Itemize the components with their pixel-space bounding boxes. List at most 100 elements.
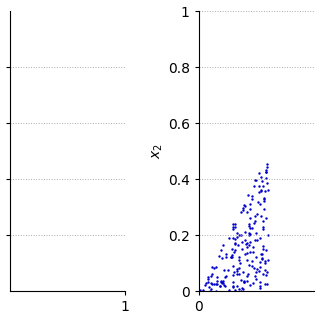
Point bbox=[237, 260, 242, 266]
Point bbox=[247, 224, 252, 229]
Point bbox=[245, 245, 250, 250]
Point bbox=[232, 221, 237, 226]
Point bbox=[241, 202, 246, 207]
Point bbox=[234, 230, 239, 236]
Point bbox=[253, 177, 258, 182]
Point bbox=[227, 288, 232, 293]
Point bbox=[253, 178, 258, 183]
Point bbox=[229, 253, 234, 258]
Point bbox=[257, 279, 262, 284]
Point bbox=[246, 232, 252, 237]
Point bbox=[242, 237, 247, 242]
Point bbox=[244, 257, 250, 262]
Point bbox=[242, 278, 247, 283]
Point bbox=[259, 252, 264, 257]
Point bbox=[222, 284, 227, 289]
Point bbox=[257, 260, 262, 265]
Point bbox=[248, 239, 253, 244]
Point bbox=[240, 239, 245, 244]
Point bbox=[258, 174, 263, 180]
Point bbox=[213, 289, 218, 294]
Point bbox=[220, 280, 225, 285]
Point bbox=[220, 243, 225, 248]
Point bbox=[236, 257, 241, 262]
Point bbox=[262, 267, 267, 272]
Point bbox=[244, 274, 250, 279]
Point bbox=[230, 284, 235, 290]
Point bbox=[229, 254, 234, 260]
Point bbox=[259, 256, 264, 261]
Point bbox=[231, 221, 236, 227]
Point bbox=[260, 184, 266, 189]
Point bbox=[258, 264, 263, 269]
Point bbox=[258, 235, 263, 240]
Point bbox=[222, 275, 228, 280]
Point bbox=[225, 268, 230, 273]
Point bbox=[231, 273, 236, 278]
Point bbox=[265, 187, 270, 192]
Point bbox=[241, 280, 246, 285]
Point bbox=[264, 273, 269, 278]
Point bbox=[261, 243, 266, 248]
Point bbox=[224, 254, 229, 260]
Point bbox=[250, 263, 255, 268]
Point bbox=[250, 258, 255, 263]
Point bbox=[239, 233, 244, 238]
Point bbox=[231, 249, 236, 254]
Point bbox=[244, 241, 249, 246]
Point bbox=[251, 184, 256, 189]
Point bbox=[240, 270, 245, 275]
Point bbox=[232, 240, 237, 245]
Point bbox=[234, 267, 239, 272]
Point bbox=[243, 204, 248, 209]
Point bbox=[212, 266, 217, 271]
Point bbox=[257, 183, 262, 188]
Point bbox=[238, 210, 243, 215]
Point bbox=[219, 255, 224, 260]
Point bbox=[254, 276, 259, 281]
Point bbox=[214, 281, 219, 286]
Point bbox=[233, 224, 238, 229]
Point bbox=[214, 281, 219, 286]
Point bbox=[248, 207, 253, 212]
Point bbox=[235, 268, 240, 274]
Point bbox=[248, 215, 253, 220]
Point bbox=[212, 281, 217, 286]
Point bbox=[263, 170, 268, 175]
Point bbox=[252, 266, 257, 271]
Point bbox=[232, 242, 237, 247]
Point bbox=[244, 240, 249, 245]
Point bbox=[197, 288, 203, 293]
Point bbox=[245, 193, 250, 198]
Point bbox=[252, 220, 257, 225]
Point bbox=[214, 275, 220, 280]
Point bbox=[236, 232, 241, 237]
Point bbox=[247, 222, 252, 227]
Point bbox=[229, 254, 234, 260]
Point bbox=[261, 207, 266, 212]
Point bbox=[239, 247, 244, 252]
Point bbox=[263, 215, 268, 220]
Point bbox=[255, 200, 260, 205]
Point bbox=[253, 218, 258, 223]
Point bbox=[263, 259, 268, 264]
Point bbox=[226, 236, 231, 241]
Point bbox=[251, 280, 256, 285]
Point bbox=[254, 212, 260, 217]
Point bbox=[224, 273, 229, 278]
Point bbox=[230, 247, 235, 252]
Point bbox=[245, 272, 251, 277]
Point bbox=[237, 265, 242, 270]
Point bbox=[241, 279, 246, 284]
Point bbox=[259, 188, 264, 193]
Point bbox=[208, 281, 213, 286]
Point bbox=[208, 286, 213, 291]
Point bbox=[238, 277, 244, 283]
Point bbox=[248, 282, 253, 287]
Point bbox=[231, 279, 236, 284]
Point bbox=[231, 235, 236, 240]
Point bbox=[263, 169, 268, 174]
Point bbox=[254, 254, 259, 260]
Point bbox=[247, 232, 252, 237]
Point bbox=[208, 288, 213, 293]
